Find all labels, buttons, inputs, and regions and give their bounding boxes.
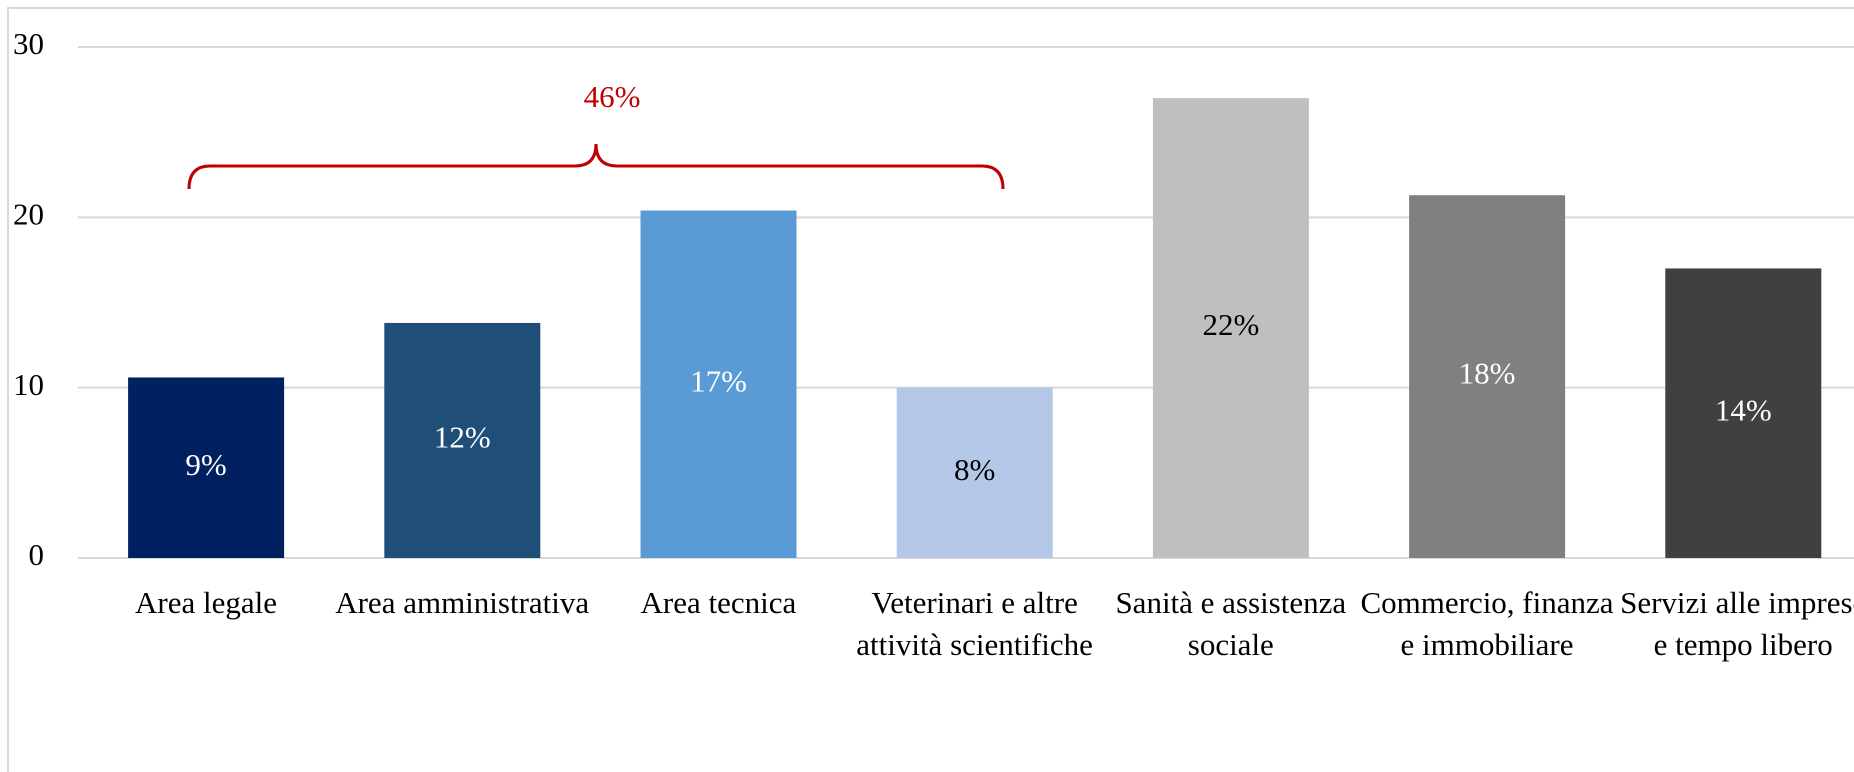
bar bbox=[896, 387, 1053, 558]
bar-label: 22% bbox=[1202, 307, 1259, 342]
y-tick-label: 20 bbox=[13, 196, 44, 231]
y-tick-label: 30 bbox=[13, 26, 44, 61]
bar bbox=[1409, 195, 1566, 558]
annotation: 46% bbox=[584, 79, 641, 114]
x-tick-label: Servizi alle imprese e tempo libero bbox=[1620, 585, 1854, 662]
bar-label: 17% bbox=[690, 363, 747, 398]
bar bbox=[384, 322, 541, 558]
bar bbox=[640, 210, 797, 558]
bar-label: 14% bbox=[1715, 392, 1772, 427]
x-tick-label: Sanità e assistenza sociale bbox=[1115, 585, 1347, 662]
bar bbox=[1152, 98, 1309, 558]
y-tick-label: 10 bbox=[13, 367, 44, 402]
bar-label: 12% bbox=[434, 420, 491, 455]
bracket bbox=[187, 143, 1005, 190]
x-tick-label: Area tecnica bbox=[640, 585, 797, 620]
chart-frame bbox=[7, 7, 1854, 772]
bar-label: 9% bbox=[185, 447, 226, 482]
x-tick-label: Area legale bbox=[135, 585, 277, 620]
bar bbox=[1665, 268, 1822, 558]
bar bbox=[128, 377, 285, 558]
x-tick-label: Area amministrativa bbox=[335, 585, 590, 620]
bar-label: 8% bbox=[954, 452, 995, 487]
x-tick-label: Commercio, finanza e immobiliare bbox=[1360, 585, 1614, 662]
x-tick-label: Veterinari e altre attività scientifiche bbox=[856, 585, 1093, 662]
bar-label: 18% bbox=[1459, 356, 1516, 391]
y-tick-label: 0 bbox=[29, 537, 45, 572]
